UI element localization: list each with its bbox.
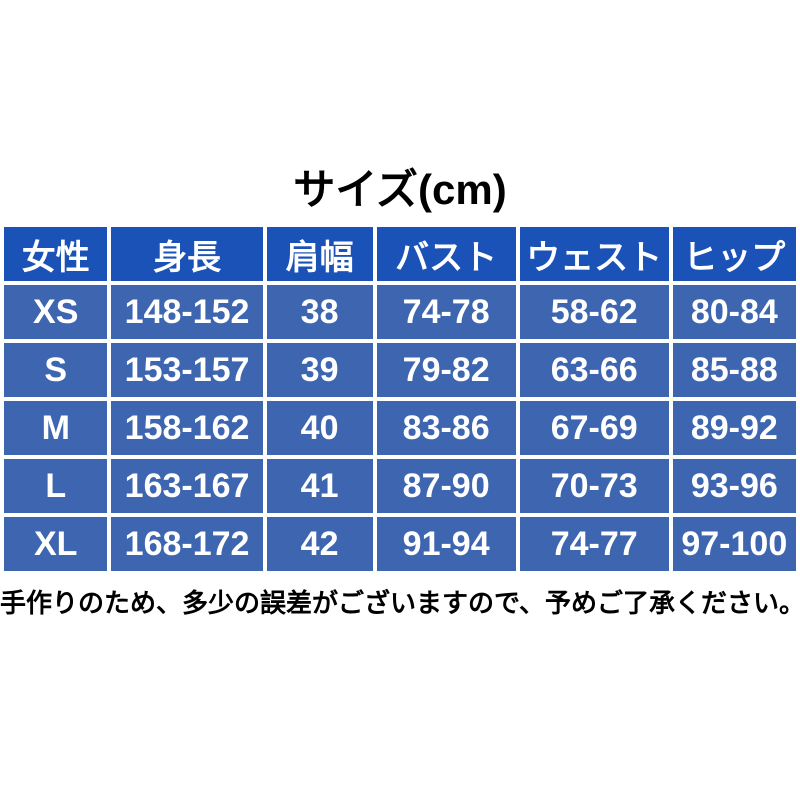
header-cell-waist: ウェスト bbox=[515, 223, 673, 285]
value-cell: 85-88 bbox=[668, 339, 800, 401]
value-cell: 67-69 bbox=[515, 397, 673, 459]
header-cell-height: 身長 bbox=[107, 223, 267, 285]
header-cell-bust: バスト bbox=[372, 223, 520, 285]
table-row-xl: XL 168-172 42 91-94 74-77 97-100 bbox=[0, 513, 800, 575]
header-cell-gender: 女性 bbox=[0, 223, 112, 285]
size-cell: XS bbox=[0, 281, 112, 343]
table-row-m: M 158-162 40 83-86 67-69 89-92 bbox=[0, 397, 800, 459]
value-cell: 83-86 bbox=[372, 397, 520, 459]
value-cell: 70-73 bbox=[515, 455, 673, 517]
value-cell: 158-162 bbox=[107, 397, 267, 459]
value-cell: 42 bbox=[262, 513, 377, 575]
size-cell: S bbox=[0, 339, 112, 401]
value-cell: 58-62 bbox=[515, 281, 673, 343]
value-cell: 148-152 bbox=[107, 281, 267, 343]
value-cell: 163-167 bbox=[107, 455, 267, 517]
value-cell: 39 bbox=[262, 339, 377, 401]
value-cell: 93-96 bbox=[668, 455, 800, 517]
size-cell: M bbox=[0, 397, 112, 459]
value-cell: 63-66 bbox=[515, 339, 673, 401]
table-row-l: L 163-167 41 87-90 70-73 93-96 bbox=[0, 455, 800, 517]
value-cell: 168-172 bbox=[107, 513, 267, 575]
value-cell: 40 bbox=[262, 397, 377, 459]
table-row-s: S 153-157 39 79-82 63-66 85-88 bbox=[0, 339, 800, 401]
value-cell: 97-100 bbox=[668, 513, 800, 575]
value-cell: 87-90 bbox=[372, 455, 520, 517]
size-chart-title: サイズ(cm) bbox=[293, 166, 507, 213]
size-cell: XL bbox=[0, 513, 112, 575]
footer-note: 手作りのため、多少の誤差がございますので、予めご了承ください。 bbox=[0, 588, 800, 618]
value-cell: 74-78 bbox=[372, 281, 520, 343]
value-cell: 41 bbox=[262, 455, 377, 517]
value-cell: 38 bbox=[262, 281, 377, 343]
value-cell: 91-94 bbox=[372, 513, 520, 575]
value-cell: 80-84 bbox=[668, 281, 800, 343]
header-cell-shoulder: 肩幅 bbox=[262, 223, 377, 285]
table-row-xs: XS 148-152 38 74-78 58-62 80-84 bbox=[0, 281, 800, 343]
value-cell: 79-82 bbox=[372, 339, 520, 401]
value-cell: 89-92 bbox=[668, 397, 800, 459]
value-cell: 74-77 bbox=[515, 513, 673, 575]
size-chart-table: 女性 身長 肩幅 バスト ウェスト ヒップ XS 148-152 38 74-7… bbox=[0, 223, 800, 575]
table-header-row: 女性 身長 肩幅 バスト ウェスト ヒップ bbox=[0, 223, 800, 285]
value-cell: 153-157 bbox=[107, 339, 267, 401]
header-cell-hip: ヒップ bbox=[668, 223, 800, 285]
size-cell: L bbox=[0, 455, 112, 517]
